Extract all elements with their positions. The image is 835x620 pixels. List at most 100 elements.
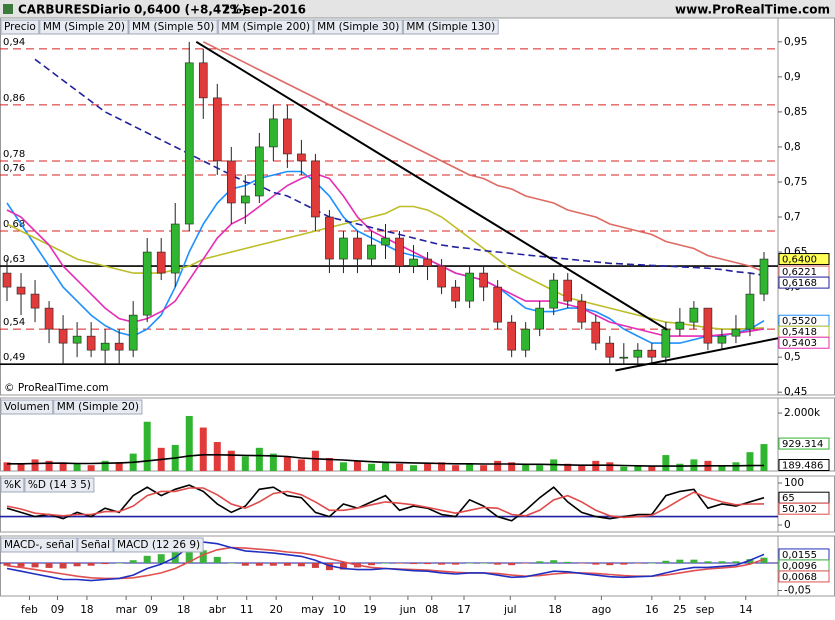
bar bbox=[466, 463, 474, 471]
legend-box bbox=[53, 399, 143, 415]
bar bbox=[241, 562, 249, 566]
bar bbox=[283, 562, 291, 566]
legend-entry: %D (14 3 5) bbox=[28, 479, 91, 491]
bar bbox=[367, 562, 375, 566]
plot-area: 0,94 0,86 0,78 0,76 0,68 0,63 0,54 0,49 bbox=[0, 37, 778, 372]
bar bbox=[648, 562, 656, 564]
x-tick-label: may bbox=[301, 604, 324, 616]
bar bbox=[311, 450, 319, 471]
candle-body bbox=[170, 223, 180, 274]
bar bbox=[339, 562, 347, 570]
legend-box bbox=[217, 19, 314, 35]
x-tick-label: 18 bbox=[80, 604, 93, 616]
bar bbox=[466, 562, 474, 564]
bar bbox=[87, 465, 95, 471]
legend-entry: MM (Simple 130) bbox=[406, 21, 495, 33]
candle-body bbox=[563, 279, 573, 302]
level-label: 0,76 bbox=[3, 163, 25, 174]
candle-body bbox=[184, 62, 194, 225]
level-label: 0,78 bbox=[3, 149, 25, 160]
y-tick-label: 100 bbox=[784, 477, 804, 489]
indicator-line bbox=[6, 484, 765, 522]
x-tick-label: 10 bbox=[333, 604, 346, 616]
bar bbox=[648, 466, 656, 471]
candle-body bbox=[156, 251, 166, 274]
candle-body bbox=[605, 342, 615, 358]
bar bbox=[199, 550, 207, 563]
bar bbox=[59, 462, 67, 471]
candle-body bbox=[395, 237, 404, 267]
bar bbox=[255, 447, 263, 471]
bar bbox=[283, 456, 291, 471]
y-tick-label: 0,7 bbox=[784, 211, 801, 223]
x-tick-label: 25 bbox=[673, 604, 686, 616]
candle-body bbox=[437, 265, 446, 288]
end-label: 0,0068 bbox=[782, 572, 817, 583]
candle-body bbox=[283, 118, 292, 155]
bar bbox=[676, 463, 684, 471]
bar bbox=[17, 463, 25, 471]
bar bbox=[227, 562, 235, 564]
candle-body bbox=[521, 328, 530, 351]
bar bbox=[87, 562, 95, 566]
bar bbox=[494, 460, 502, 471]
candle-body bbox=[381, 237, 390, 246]
candle-body bbox=[675, 321, 685, 330]
bar bbox=[620, 562, 628, 565]
candle-body bbox=[58, 328, 68, 344]
candle-body bbox=[212, 97, 222, 162]
candle-body bbox=[619, 356, 629, 359]
candle-body bbox=[451, 286, 460, 302]
x-tick-label: ago bbox=[592, 604, 612, 616]
x-tick-label: 18 bbox=[177, 604, 190, 616]
bar bbox=[606, 562, 614, 566]
legend-box bbox=[39, 19, 129, 35]
bar bbox=[143, 555, 151, 563]
bar bbox=[381, 462, 389, 471]
bar bbox=[101, 460, 109, 471]
bar bbox=[339, 462, 347, 471]
legend-box bbox=[77, 537, 114, 553]
bar bbox=[31, 459, 39, 471]
panel-frame bbox=[0, 475, 835, 533]
x-tick-label: 16 bbox=[645, 604, 659, 616]
bar bbox=[606, 462, 614, 471]
candle-body bbox=[86, 335, 96, 351]
bar bbox=[438, 462, 446, 471]
candle-body bbox=[577, 300, 587, 323]
bar bbox=[101, 562, 109, 565]
bar bbox=[410, 465, 418, 471]
candle-body bbox=[689, 307, 699, 323]
symbol: CARBURES bbox=[18, 3, 90, 17]
plot-area bbox=[0, 484, 778, 522]
candle-body bbox=[367, 244, 376, 260]
y-tick-label: 0,85 bbox=[784, 106, 807, 118]
candle-body bbox=[114, 342, 124, 351]
x-tick-label: 18 bbox=[548, 604, 561, 616]
candle-body bbox=[339, 237, 348, 260]
candle-body bbox=[465, 272, 474, 302]
bar bbox=[325, 562, 333, 571]
level-label: 0,63 bbox=[3, 254, 25, 265]
bar bbox=[480, 465, 488, 471]
legend-entry: MACD-, señal bbox=[4, 539, 74, 551]
candle-body bbox=[198, 62, 208, 99]
bar bbox=[732, 462, 740, 471]
bar bbox=[381, 562, 389, 564]
y-tick-label: 0,75 bbox=[784, 176, 807, 188]
legend-entry: MM (Simple 20) bbox=[43, 21, 125, 33]
candle-body bbox=[661, 328, 671, 358]
bar bbox=[578, 465, 586, 471]
bar bbox=[367, 463, 375, 471]
end-label: 0,5520 bbox=[782, 316, 817, 327]
legend-entry: MM (Simple 200) bbox=[221, 21, 310, 33]
x-tick-label: sep bbox=[696, 604, 715, 616]
candle-body bbox=[269, 118, 278, 148]
end-label: 189.486 bbox=[782, 461, 823, 472]
bar bbox=[227, 450, 235, 471]
level-label: 0,49 bbox=[3, 352, 25, 363]
candle-body bbox=[493, 286, 502, 323]
candle-body bbox=[353, 237, 362, 260]
end-label: 0,6221 bbox=[782, 267, 817, 278]
bar bbox=[353, 460, 361, 471]
